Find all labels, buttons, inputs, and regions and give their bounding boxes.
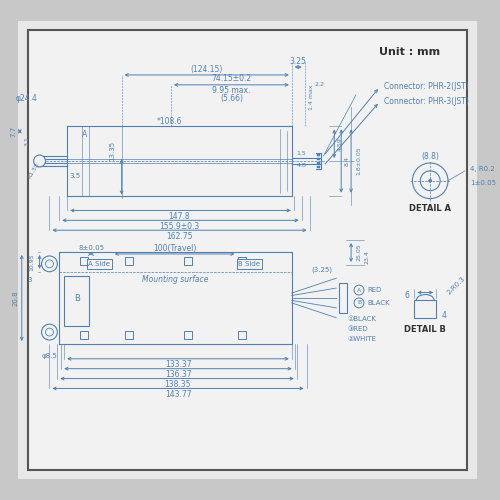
Text: 23.4: 23.4 <box>364 250 370 264</box>
Text: 74.15±0.2: 74.15±0.2 <box>212 74 252 84</box>
Bar <box>87 259 112 269</box>
Text: B: B <box>357 300 361 306</box>
Text: Connector: PHR-3(JST): Connector: PHR-3(JST) <box>384 97 468 106</box>
Text: 9.95 max.: 9.95 max. <box>212 86 250 96</box>
Text: 3: 3 <box>28 276 32 282</box>
Bar <box>80 257 88 265</box>
Text: 6: 6 <box>404 291 409 300</box>
Text: RED: RED <box>367 287 382 293</box>
Bar <box>184 331 192 339</box>
Text: φ8.5: φ8.5 <box>42 353 58 359</box>
Bar <box>339 283 347 313</box>
Text: Connector: PHR-2(JST): Connector: PHR-2(JST) <box>384 82 468 92</box>
Circle shape <box>354 298 364 308</box>
Text: 1.8±0.05: 1.8±0.05 <box>356 146 362 176</box>
Text: A Side: A Side <box>88 261 110 267</box>
Text: 143.77: 143.77 <box>164 390 192 399</box>
Circle shape <box>46 260 54 268</box>
Circle shape <box>46 328 54 336</box>
Text: BLACK: BLACK <box>367 300 390 306</box>
Bar <box>238 259 262 269</box>
Text: 138.35: 138.35 <box>164 380 190 389</box>
Bar <box>124 257 132 265</box>
Text: 10.95: 10.95 <box>29 253 34 270</box>
Text: 4, R0.2: 4, R0.2 <box>470 166 494 172</box>
Text: 2-R0.3: 2-R0.3 <box>446 276 466 296</box>
Circle shape <box>42 324 58 340</box>
Text: 4.8: 4.8 <box>296 164 306 168</box>
Text: ①BLACK: ①BLACK <box>347 316 376 322</box>
Text: DETAIL A: DETAIL A <box>409 204 451 213</box>
Circle shape <box>412 163 448 198</box>
Text: 8±0.05: 8±0.05 <box>79 245 105 251</box>
Bar <box>80 331 88 339</box>
Text: (124.15): (124.15) <box>190 64 223 74</box>
Text: 162.75: 162.75 <box>166 232 193 240</box>
Text: 136.37: 136.37 <box>164 370 192 379</box>
Text: φ24.4: φ24.4 <box>16 94 38 103</box>
Text: 3.25: 3.25 <box>290 56 306 66</box>
Text: 147.8: 147.8 <box>168 212 190 221</box>
Text: (5.66): (5.66) <box>220 94 243 103</box>
Text: 1.4 max: 1.4 max <box>309 84 314 110</box>
Circle shape <box>42 256 58 272</box>
Bar <box>414 300 436 318</box>
Text: DETAIL B: DETAIL B <box>404 324 446 334</box>
Bar <box>238 331 246 339</box>
Text: 1.5: 1.5 <box>296 150 306 156</box>
Text: B Side: B Side <box>238 261 260 267</box>
Text: ③RED: ③RED <box>347 326 368 332</box>
Text: Mounting surface: Mounting surface <box>142 275 209 284</box>
Text: (3.25): (3.25) <box>311 266 332 273</box>
Text: Unit : mm: Unit : mm <box>379 47 440 57</box>
Text: 133.37: 133.37 <box>164 360 192 369</box>
Circle shape <box>354 285 364 295</box>
Bar <box>238 257 246 265</box>
Text: 3.1: 3.1 <box>24 136 29 146</box>
Text: 155.9±0.3: 155.9±0.3 <box>160 222 200 231</box>
Text: R1.55: R1.55 <box>27 162 40 180</box>
Bar <box>318 162 320 164</box>
Bar <box>318 166 320 168</box>
Bar <box>184 257 192 265</box>
Text: 7.7: 7.7 <box>11 126 17 137</box>
Text: 2.2: 2.2 <box>314 82 324 87</box>
Circle shape <box>428 180 432 182</box>
Text: 4.59: 4.59 <box>338 136 342 150</box>
Text: B: B <box>74 294 80 304</box>
Bar <box>28 30 467 469</box>
Text: ②WHITE: ②WHITE <box>347 336 376 342</box>
Text: 3.5: 3.5 <box>70 173 80 179</box>
Bar <box>318 158 320 160</box>
Text: 4: 4 <box>442 311 447 320</box>
Circle shape <box>34 155 46 167</box>
Circle shape <box>420 171 440 190</box>
Text: 25.05: 25.05 <box>356 244 362 262</box>
Bar <box>318 154 320 156</box>
Text: *108.6: *108.6 <box>157 117 182 126</box>
Text: 13.35: 13.35 <box>109 141 115 161</box>
Text: 8.4: 8.4 <box>344 156 350 166</box>
Text: 1±0.05: 1±0.05 <box>470 180 496 186</box>
Text: 100(Travel): 100(Travel) <box>153 244 196 252</box>
Text: 20.8: 20.8 <box>13 290 19 306</box>
Text: (8.8): (8.8) <box>422 152 439 160</box>
Text: A: A <box>357 288 361 292</box>
Text: A: A <box>82 130 87 139</box>
Bar <box>64 276 89 326</box>
Bar <box>124 331 132 339</box>
